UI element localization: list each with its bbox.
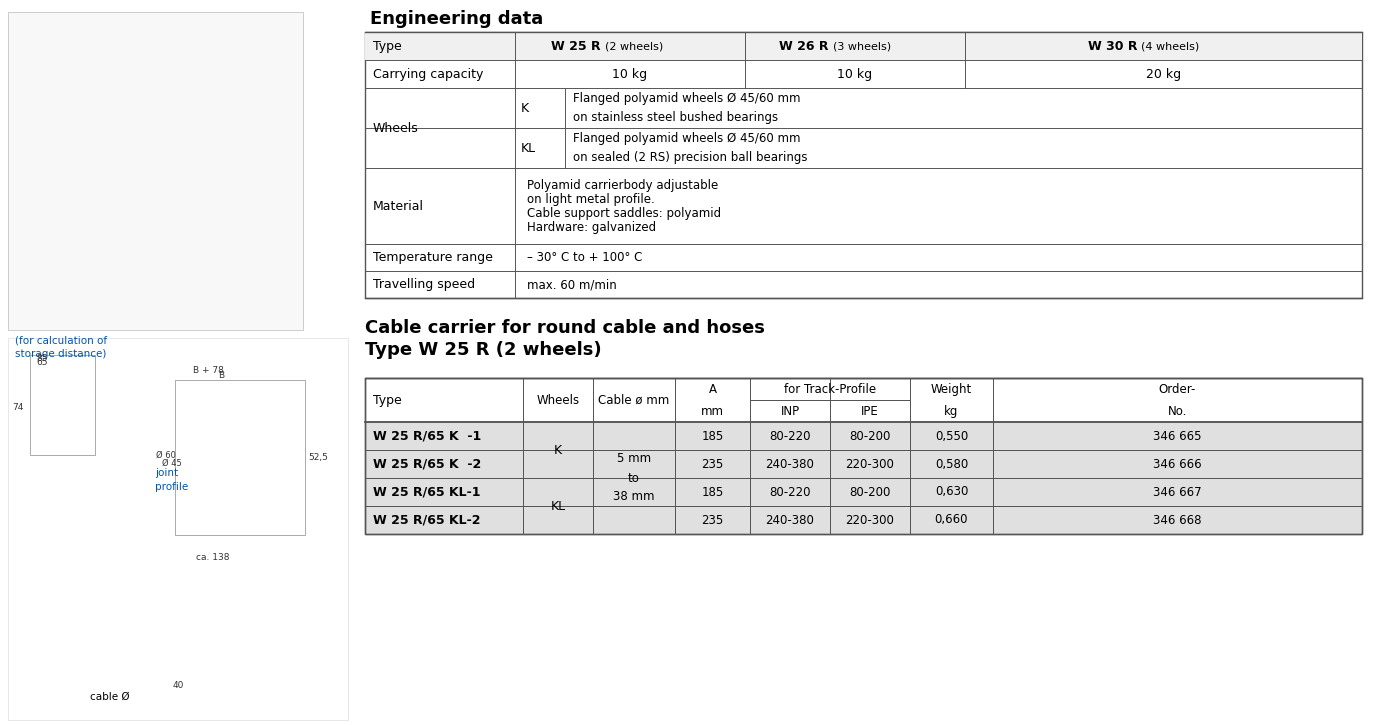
Text: 10 kg: 10 kg [612,67,648,80]
Text: Flanged polyamid wheels Ø 45/60 mm
on sealed (2 RS) precision ball bearings: Flanged polyamid wheels Ø 45/60 mm on se… [574,132,807,164]
Bar [365,32,1363,298]
Text: ca. 138: ca. 138 [196,552,229,561]
Bar [30,355,95,455]
Text: 65: 65 [36,358,48,367]
Text: 220-300: 220-300 [846,457,894,471]
Text: W 26 R: W 26 R [779,39,833,52]
Text: 80-220: 80-220 [770,486,811,499]
Text: Ø 60: Ø 60 [156,450,176,460]
Text: Travelling speed: Travelling speed [373,278,475,291]
Text: 40: 40 [173,681,184,689]
Text: 0,580: 0,580 [934,457,969,471]
Text: Flanged polyamid wheels Ø 45/60 mm
on stainless steel bushed bearings: Flanged polyamid wheels Ø 45/60 mm on st… [574,92,800,124]
Text: 80-200: 80-200 [850,486,890,499]
Text: W 25 R/65 K  -1: W 25 R/65 K -1 [373,429,481,442]
Text: No.: No. [1168,405,1187,418]
Text: (2 wheels): (2 wheels) [605,41,663,51]
Text: 346 665: 346 665 [1153,429,1202,442]
Bar [8,338,348,720]
Text: W 25 R/65 KL-1: W 25 R/65 KL-1 [373,486,481,499]
Text: 346 666: 346 666 [1153,457,1202,471]
Text: Hardware: galvanized: Hardware: galvanized [527,220,656,233]
Text: Cable support saddles: polyamid: Cable support saddles: polyamid [527,207,721,220]
Text: Material: Material [373,199,424,212]
Text: mm: mm [701,405,724,418]
Bar [365,422,1363,450]
Text: (3 wheels): (3 wheels) [833,41,891,51]
Text: K: K [554,444,562,457]
Text: 80-200: 80-200 [850,429,890,442]
Text: 240-380: 240-380 [766,457,814,471]
Text: W 30 R: W 30 R [1088,39,1142,52]
Text: W 25 R/65 KL-2: W 25 R/65 KL-2 [373,513,481,526]
Bar [365,506,1363,534]
Text: kg: kg [944,405,959,418]
Text: 52,5: 52,5 [308,452,328,462]
Bar [8,12,303,330]
Text: 20 kg: 20 kg [1146,67,1182,80]
Text: INP: INP [781,405,800,418]
Text: 185: 185 [702,486,724,499]
Bar [365,378,1363,534]
Text: cable Ø: cable Ø [90,692,130,702]
Text: Wheels: Wheels [536,394,579,407]
Text: 235: 235 [702,457,724,471]
Text: 80-220: 80-220 [770,429,811,442]
Text: on light metal profile.: on light metal profile. [527,193,655,205]
Text: Cable ø mm: Cable ø mm [598,394,670,407]
Text: Carrying capacity: Carrying capacity [373,67,484,80]
Text: W 25 R/65 K  -2: W 25 R/65 K -2 [373,457,481,471]
Text: (for calculation of
storage distance): (for calculation of storage distance) [15,335,108,359]
Text: 10 kg: 10 kg [837,67,872,80]
Text: – 30° C to + 100° C: – 30° C to + 100° C [527,251,643,264]
Text: Engineering data: Engineering data [370,10,543,28]
Text: (4 wheels): (4 wheels) [1142,41,1200,51]
Text: A: A [709,383,716,396]
Text: max. 60 m/min: max. 60 m/min [527,278,616,291]
Text: 0,630: 0,630 [934,486,969,499]
Bar [365,478,1363,506]
Text: Type W 25 R (2 wheels): Type W 25 R (2 wheels) [365,341,601,359]
Text: 85: 85 [36,354,48,363]
Text: 240-380: 240-380 [766,513,814,526]
Text: Polyamid carrierbody adjustable: Polyamid carrierbody adjustable [527,178,719,191]
Text: Temperature range: Temperature range [373,251,493,264]
Text: KL: KL [521,141,536,154]
Text: joint
profile: joint profile [155,468,188,492]
Text: Type: Type [373,39,402,52]
Text: Type: Type [373,394,402,407]
Text: 220-300: 220-300 [846,513,894,526]
Text: Ø 45: Ø 45 [162,458,182,468]
Text: Order-: Order- [1159,383,1197,396]
Bar [365,32,1363,60]
Bar [365,450,1363,478]
Text: 0,660: 0,660 [934,513,969,526]
Text: 346 668: 346 668 [1153,513,1202,526]
Text: IPE: IPE [861,405,879,418]
Text: 346 667: 346 667 [1153,486,1202,499]
Text: 5 mm
to
38 mm: 5 mm to 38 mm [614,452,655,503]
Text: B: B [218,370,224,379]
Bar [365,378,1363,534]
Text: Weight: Weight [931,383,972,396]
Text: Wheels: Wheels [373,122,419,135]
Text: B + 78: B + 78 [193,365,224,375]
Text: KL: KL [550,500,565,513]
Text: for Track-Profile: for Track-Profile [784,383,876,396]
Text: K: K [521,102,529,115]
Text: Cable carrier for round cable and hoses: Cable carrier for round cable and hoses [365,319,764,337]
Bar [176,380,305,535]
Text: 0,550: 0,550 [934,429,969,442]
Text: 185: 185 [702,429,724,442]
Text: 74: 74 [12,402,23,412]
Text: W 25 R: W 25 R [551,39,605,52]
Text: 235: 235 [702,513,724,526]
